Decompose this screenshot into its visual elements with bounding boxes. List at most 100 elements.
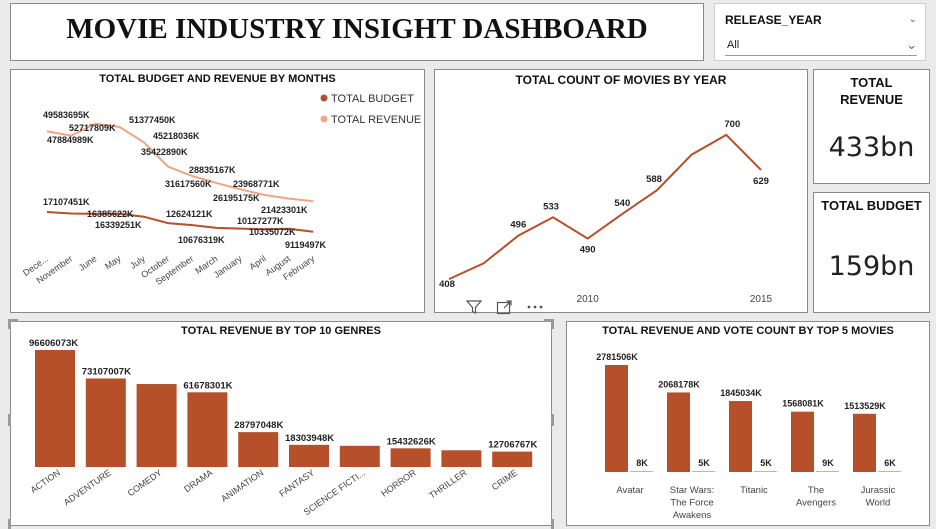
resize-handle[interactable] xyxy=(551,319,554,329)
legend-marker-budget xyxy=(320,94,328,102)
data-label: 17107451K xyxy=(43,197,90,207)
x-tick-label: Star Wars: xyxy=(670,485,715,496)
chevron-down-icon[interactable]: ⌄ xyxy=(906,37,917,52)
revenue-vote-chart[interactable]: 2781506K 8K Avatar 2068178K 5K Star Wars: The … xyxy=(567,322,929,525)
budget-revenue-months-card[interactable]: TOTAL BUDGET AND REVENUE BY MONTHS 49583… xyxy=(10,69,425,313)
point-label: 490 xyxy=(580,245,596,256)
data-label: 9119497K xyxy=(285,240,327,250)
x-tick-label: 2010 xyxy=(577,294,600,305)
kpi-title-line: TOTAL xyxy=(850,75,893,90)
release-year-slicer[interactable]: RELEASE_YEAR ⌄ All ⌄ xyxy=(714,3,926,61)
focus-mode-icon[interactable] xyxy=(496,299,512,318)
x-tick-label: CRIME xyxy=(490,467,519,492)
data-label: 51377450K xyxy=(129,115,176,125)
movies-series-line xyxy=(448,133,762,281)
movies-by-year-card[interactable]: TOTAL COUNT OF MOVIES BY YEAR 408 496 533 4… xyxy=(434,69,808,313)
more-options-icon[interactable] xyxy=(526,299,544,318)
x-tick-label: ADVENTURE xyxy=(62,467,113,507)
resize-handle[interactable] xyxy=(551,414,554,426)
data-label: 10676319K xyxy=(178,235,225,245)
x-tick-label: DRAMA xyxy=(182,467,214,494)
x-tick-label: January xyxy=(212,253,244,280)
revenue-bar xyxy=(729,401,752,472)
filter-icon[interactable] xyxy=(465,299,483,318)
data-label: 52717809K xyxy=(69,123,116,133)
x-tick-label: COMEDY xyxy=(126,467,164,498)
data-label: 31617560K xyxy=(165,179,212,189)
point-label: 540 xyxy=(614,198,630,209)
vote-count-bar xyxy=(816,471,839,472)
legend-label: TOTAL BUDGET xyxy=(331,93,414,105)
title-card: MOVIE INDUSTRY INSIGHT DASHBOARD xyxy=(10,3,704,61)
point-label: 629 xyxy=(753,176,769,187)
resize-handle[interactable] xyxy=(8,319,11,329)
legend-marker-revenue xyxy=(320,115,328,123)
genre-bar xyxy=(441,450,482,467)
genre-bar xyxy=(187,392,228,467)
resize-handle[interactable] xyxy=(544,319,554,322)
bar-value-label: 6K xyxy=(884,458,896,468)
revenue-bar xyxy=(667,392,690,472)
data-label: 12624121K xyxy=(166,209,213,219)
bar-value-label: 28797048K xyxy=(234,420,283,431)
genre-bar xyxy=(85,378,126,467)
point-label: 533 xyxy=(543,201,559,212)
vote-count-bar xyxy=(630,471,653,472)
x-tick-label: HORROR xyxy=(379,467,418,498)
data-label: 16339251K xyxy=(95,220,142,230)
genre-bar xyxy=(35,350,75,467)
chevron-down-icon[interactable]: ⌄ xyxy=(908,14,917,25)
kpi-title-line: REVENUE xyxy=(840,92,903,107)
bar-value-label: 61678301K xyxy=(183,380,232,391)
point-label: 588 xyxy=(646,174,662,185)
resize-handle[interactable] xyxy=(8,319,18,322)
revenue-vote-top5-card[interactable]: TOTAL REVENUE AND VOTE COUNT BY TOP 5 MO… xyxy=(566,321,930,526)
genre-bar xyxy=(238,432,279,467)
resize-handle[interactable] xyxy=(8,414,11,426)
bar-value-label: 18303948K xyxy=(285,433,334,444)
bar-value-label: 1568081K xyxy=(782,399,824,409)
x-tick-label: ANIMATION xyxy=(219,467,265,503)
budget-series-line xyxy=(46,211,314,233)
revenue-top-genres-card[interactable]: TOTAL REVENUE BY TOP 10 GENRES 96606073K… xyxy=(10,321,552,526)
total-revenue-card: TOTAL REVENUE 433bn xyxy=(813,69,930,184)
budget-revenue-chart[interactable]: 49583695K 52717809K 47884989K 51377450K 4521… xyxy=(11,70,424,312)
x-tick-label: May xyxy=(103,253,123,271)
x-tick-label: FANTASY xyxy=(277,467,316,498)
genre-bar xyxy=(136,384,177,467)
chart-title: TOTAL BUDGET AND REVENUE BY MONTHS xyxy=(99,73,336,85)
bar-value-label: 2068178K xyxy=(658,379,700,389)
dashboard-title: MOVIE INDUSTRY INSIGHT DASHBOARD xyxy=(66,13,648,45)
movies-by-year-chart[interactable]: 408 496 533 490 540 588 700 629 2010 2015 xyxy=(435,70,807,312)
revenue-bar xyxy=(605,365,628,472)
revenue-bar xyxy=(853,413,876,472)
data-label: 45218036K xyxy=(153,131,200,141)
revenue-series-line xyxy=(46,122,314,203)
point-label: 496 xyxy=(510,220,526,231)
x-tick-label: Jurassic xyxy=(861,485,896,496)
bar-value-label: 12706767K xyxy=(488,440,537,451)
x-tick-label: THRILLER xyxy=(427,467,469,500)
revenue-bar xyxy=(791,411,814,472)
bar-value-label: 9K xyxy=(822,458,834,468)
resize-handle[interactable] xyxy=(551,519,554,529)
total-revenue-value: 433bn xyxy=(828,132,915,163)
bar-value-label: 96606073K xyxy=(29,338,78,349)
resize-handle[interactable] xyxy=(8,519,11,529)
slicer-value[interactable]: All xyxy=(727,39,740,51)
chart-title: TOTAL REVENUE BY TOP 10 GENRES xyxy=(181,325,381,337)
data-label: 26195175K xyxy=(213,193,260,203)
data-label: 16385622K xyxy=(87,209,134,219)
x-tick-label: World xyxy=(866,498,891,509)
genre-bar xyxy=(289,444,329,467)
x-tick-label: 2015 xyxy=(750,294,773,305)
data-label: 10335072K xyxy=(249,227,296,237)
data-label: 47884989K xyxy=(47,135,94,145)
data-label: 21423301K xyxy=(261,205,308,215)
data-label: 10127277K xyxy=(237,216,284,226)
kpi-title: TOTAL REVENUE xyxy=(814,74,929,108)
revenue-genres-chart[interactable]: 96606073K ACTION 73107007K ADVENTURE COMEDY 6… xyxy=(11,322,551,525)
bar-value-label: 5K xyxy=(760,458,772,468)
slicer-label: RELEASE_YEAR xyxy=(725,13,822,27)
x-tick-label: June xyxy=(77,253,99,272)
